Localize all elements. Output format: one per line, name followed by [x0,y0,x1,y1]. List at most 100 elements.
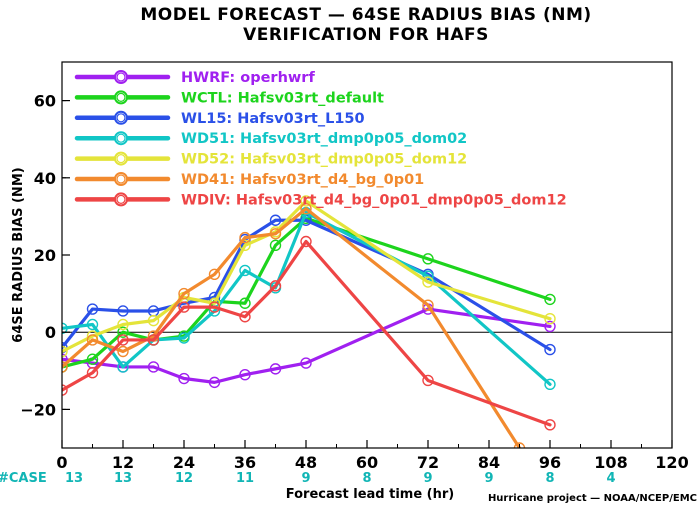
legend-label: WD51: Hafsv03rt_dmp0p05_dom02 [181,131,467,147]
data-point [62,384,68,396]
data-point [300,357,312,369]
data-point [269,363,282,375]
legend-item: WD52: Hafsv03rt_dmp0p05_dom12 [74,151,467,168]
data-point [269,280,282,292]
data-point [544,343,556,356]
series-5 [62,202,526,448]
data-point [269,239,282,252]
y-axis-label: 64SE RADIUS BIAS (NM) [11,167,26,342]
chart-subtitle: VERIFICATION FOR HAFS [243,25,489,45]
case-count: 9 [301,471,310,486]
x-tick-label: 0 [56,453,67,472]
x-tick-label: 36 [234,453,256,472]
y-tick-label: 20 [34,246,56,265]
legend-item: WD51: Hafsv03rt_dmp0p05_dom02 [74,131,467,147]
data-point [147,361,160,373]
y-tick-label: 60 [34,92,56,111]
data-point [422,276,434,288]
x-tick-label: 108 [594,453,627,472]
data-point [86,353,99,365]
data-point [86,367,99,379]
case-count: 11 [236,471,254,486]
data-point [239,368,251,381]
data-point [147,334,160,346]
data-point [300,202,312,215]
data-point [117,334,129,346]
data-point [422,253,434,265]
data-point [208,301,221,313]
legend-marker-inner [116,194,126,204]
series-6 [62,235,556,431]
legend-item: HWRF: operhwrf [74,70,315,86]
data-point [147,314,160,327]
data-point [422,374,434,387]
x-tick-label: 60 [356,453,378,472]
x-tick-label: 24 [173,453,195,472]
data-point [117,305,129,317]
legend-item: WCTL: Hafsv03rt_default [74,90,384,106]
case-count: 4 [606,471,615,486]
data-point [117,361,129,373]
data-point [117,318,129,331]
data-point [544,320,556,333]
data-point [86,318,99,331]
series-line [62,199,552,354]
x-tick-label: 72 [417,453,439,472]
series-line [62,207,522,448]
case-count-label: #CASE [0,471,47,486]
legend-marker-inner [116,133,126,143]
legend-item: WL15: Hafsv03rt_L150 [74,110,365,127]
x-tick-label: 12 [112,453,134,472]
data-point [544,293,556,306]
data-point [62,345,68,358]
case-count: 8 [545,471,554,486]
y-tick-label: 0 [45,323,56,342]
legend-marker-inner [116,113,126,123]
data-point [239,297,251,309]
case-count: 13 [114,471,132,486]
data-point [86,334,99,346]
x-axis-label: Forecast lead time (hr) [286,487,454,502]
data-point [117,326,129,338]
data-point [513,442,526,448]
x-tick-label: 96 [539,453,561,472]
data-point [62,353,68,365]
legend-marker-inner [116,72,126,82]
data-point [239,264,251,277]
data-point [422,299,434,311]
case-count: 9 [423,471,432,486]
data-point [269,214,282,226]
legend-label: WL15: Hafsv03rt_L150 [181,111,365,127]
series-4 [62,195,556,358]
data-point [208,268,221,280]
legend-marker-inner [116,174,126,184]
legend-label: WDIV: Hafsv03rt_d4_bg_0p01_dmp0p05_dom12 [181,192,567,208]
x-tick-label: 120 [655,453,688,472]
data-point [178,301,190,313]
data-point [62,361,68,373]
x-tick-label: 84 [478,453,500,472]
legend-label: HWRF: operhwrf [181,70,315,86]
data-point [178,287,190,300]
case-count: 9 [484,471,493,486]
legend-label: WCTL: Hafsv03rt_default [181,90,384,106]
data-point [300,235,312,248]
series-line [62,218,552,352]
data-point [544,419,556,431]
data-point [178,372,190,385]
series-line [62,239,552,427]
data-point [544,378,556,391]
case-count: 12 [175,471,193,486]
data-point [239,311,251,323]
data-point [269,228,282,240]
case-count: 8 [362,471,371,486]
legend-marker-inner [116,154,126,164]
data-point [117,345,129,358]
credit-text: Hurricane project — NOAA/NCEP/EMC [488,493,697,504]
chart-title: MODEL FORECAST — 64SE RADIUS BIAS (NM) [140,5,591,25]
y-tick-label: −20 [20,400,56,419]
x-tick-label: 48 [295,453,317,472]
legend-item: WD41: Hafsv03rt_d4_bg_0p01 [74,172,424,188]
data-point [239,231,251,244]
